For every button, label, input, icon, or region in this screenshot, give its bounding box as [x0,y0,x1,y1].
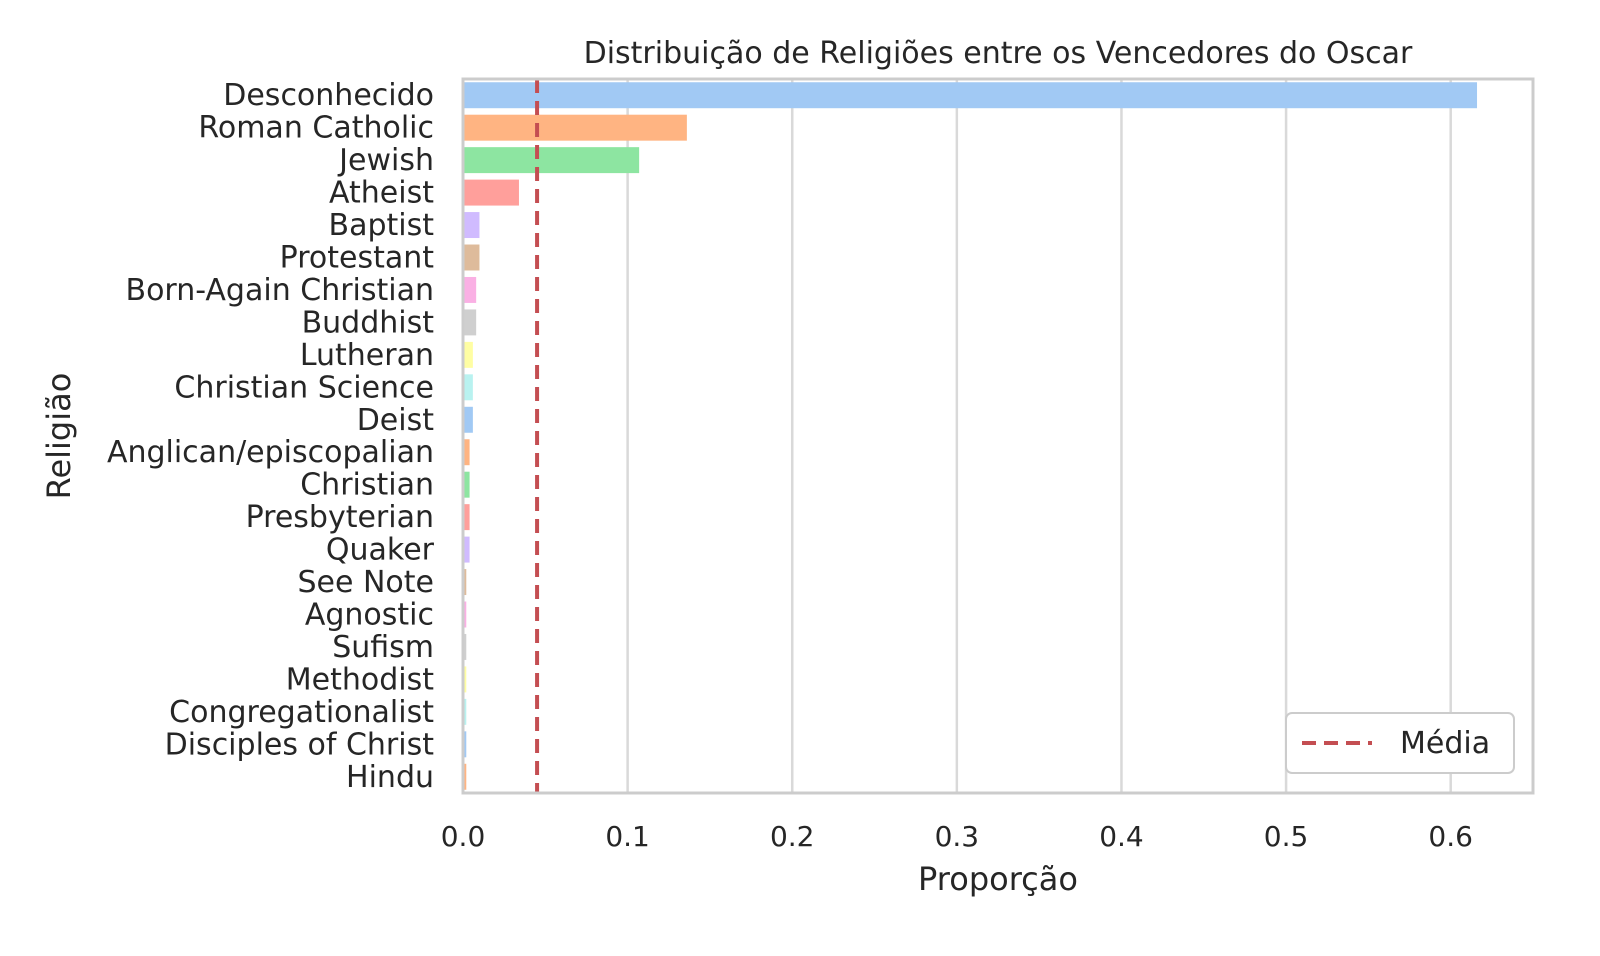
x-axis-title: Proporção [918,860,1078,898]
bar [463,114,687,141]
y-category-label: Desconhecido [223,78,434,113]
legend-label-mean: Média [1400,726,1490,761]
y-category-label: Sufism [332,630,434,665]
bar [463,666,467,693]
x-tick-label: 0.2 [770,820,815,853]
y-category-label: Born-Again Christian [125,273,434,308]
y-category-label: Protestant [280,241,435,276]
bar [463,569,467,596]
y-category-label: Jewish [337,143,434,178]
y-category-label: Deist [357,403,435,438]
x-tick-label: 0.0 [441,820,486,853]
y-category-label: Presbyterian [246,500,434,535]
x-tick-label: 0.3 [935,820,980,853]
y-category-label: Buddhist [302,305,435,340]
y-category-label: Agnostic [305,598,434,633]
x-tick-label: 0.1 [605,820,650,853]
chart-title: Distribuição de Religiões entre os Vence… [584,36,1413,71]
x-tick-label: 0.4 [1099,820,1144,853]
bar [463,698,467,725]
bar [463,536,470,563]
bar [463,82,1478,109]
y-category-label: Anglican/episcopalian [107,435,434,470]
bar [463,374,473,401]
bar [463,147,640,174]
bar [463,504,470,531]
bar [463,601,467,628]
bar [463,341,473,368]
legend: Média [1285,712,1515,774]
y-axis-title: Religião [40,373,78,500]
x-tick-label: 0.5 [1264,820,1309,853]
y-category-label: Baptist [329,208,435,243]
bar [463,731,467,758]
bar [463,406,473,433]
y-category-label: Congregationalist [169,695,434,730]
y-category-label: Roman Catholic [198,111,434,146]
bar [463,212,480,239]
x-axis-ticks: 0.0 0.1 0.2 0.3 0.4 0.5 0.6 [441,820,1473,853]
y-category-label: Christian Science [174,370,434,405]
y-category-label: Methodist [286,662,434,697]
bar [463,633,467,660]
y-category-label: Quaker [326,533,435,568]
bar [463,244,480,271]
bar [463,763,467,790]
y-category-label: Lutheran [300,338,434,373]
y-category-label: Christian [300,468,434,503]
bar [463,179,519,206]
bars [463,82,1478,790]
bar [463,276,477,303]
plot-frame [461,77,1535,795]
y-category-label: Atheist [329,176,434,211]
bar [463,471,470,498]
y-category-label: Disciples of Christ [165,727,435,762]
bar [463,439,470,466]
bar [463,309,477,336]
y-category-label: See Note [297,565,434,600]
x-tick-label: 0.6 [1428,820,1473,853]
legend-box [1285,712,1515,774]
y-category-label: Hindu [346,760,434,795]
